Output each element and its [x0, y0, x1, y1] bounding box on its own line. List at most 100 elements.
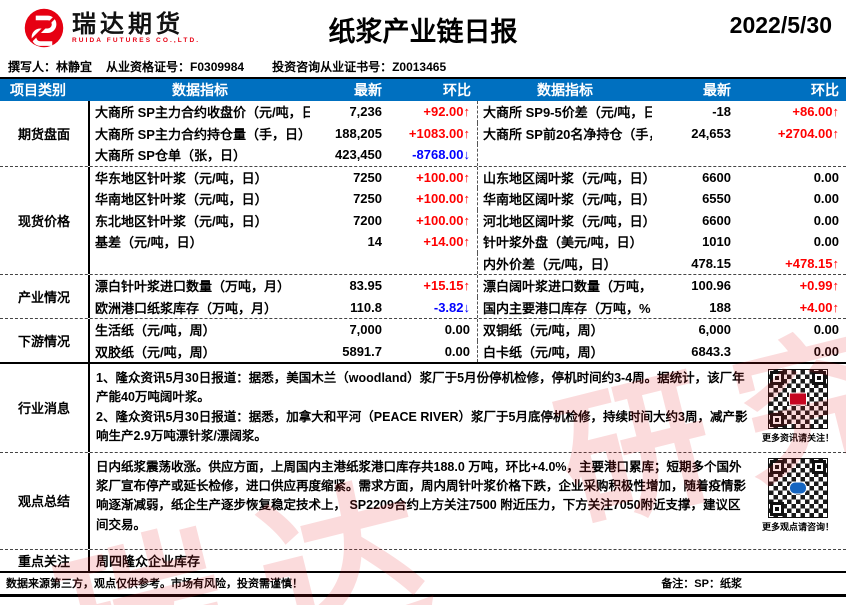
latest-value: 24,653 [691, 125, 731, 141]
page-title: 纸浆产业链日报 [328, 17, 518, 47]
chg-value: -8768.00↓ [394, 144, 478, 166]
table-header-row: 项目类别 数据指标 最新 环比 数据指标 最新 环比 [0, 79, 846, 101]
latest-value: 100.96 [691, 278, 731, 294]
author-line: 撰写人：林静宜 从业资格证号：F0309984 投资咨询从业证书号：Z0013465 [0, 58, 846, 77]
indicator-label: 白卡纸（元/吨，周） [483, 344, 604, 360]
section-viewpoint-summary: 观点总结 日内纸浆震荡收涨。供应方面，上周国内主港纸浆港口库存共188.0 万吨… [0, 451, 846, 549]
table-row: 东北地区针叶浆（元/吨，日） 7200 +100.00↑ 河北地区阔叶浆（元/吨，日）… [90, 209, 846, 231]
table-row: 华南地区针叶浆（元/吨，日） 7250 +100.00↑ 华南地区阔叶浆（元/吨，日）… [90, 188, 846, 210]
indicator-label: 大商所 SP前20名净持仓（手，日） [483, 126, 652, 142]
indicator-label: 国内主要港口库存（万吨，%，周） [483, 300, 652, 316]
section-category: 产业情况 [0, 275, 90, 318]
latest-value: -18 [712, 104, 731, 120]
col-header-indicator-right: 数据指标 [537, 82, 593, 98]
indicator-label: 内外价差（元/吨，日） [483, 256, 617, 272]
chg-value: +100.00↑ [394, 166, 478, 188]
qr-code-icon [768, 457, 828, 518]
latest-value: 5891.7 [342, 343, 382, 359]
chg-value: +2704.00↑ [777, 125, 839, 141]
chg-value: +478.15↑ [785, 255, 839, 271]
chg-value: +14.00↑ [394, 231, 478, 253]
chg-value: 0.00 [394, 319, 478, 341]
latest-value: 478.15 [691, 255, 731, 271]
indicator-label: 漂白阔叶浆进口数量（万吨，月） [483, 279, 652, 295]
col-header-latest-left: 最新 [354, 82, 382, 98]
latest-value: 423,450 [335, 147, 382, 163]
table-section: 现货价格 华东地区针叶浆（元/吨，日） 7250 +100.00↑ 山东地区阔叶浆（元/… [0, 165, 846, 274]
disclaimer-text: 数据来源第三方，观点仅供参考。市场有风险，投资需谨慎！ [6, 578, 303, 590]
latest-value: 6,000 [698, 322, 731, 338]
indicator-label: 华南地区阔叶浆（元/吨，日） [483, 192, 652, 208]
chg-value: 0.00 [813, 343, 839, 359]
latest-value: 188,205 [335, 125, 382, 141]
latest-value: 7,000 [349, 322, 382, 338]
table-section: 产业情况 漂白针叶浆进口数量（万吨，月） 83.95 +15.15↑ 漂白阔叶浆进口数量… [0, 274, 846, 318]
chg-value: 0.00 [813, 212, 839, 228]
latest-value: 6600 [702, 212, 731, 228]
brand-subtitle: RUIDA FUTURES CO.,LTD. [72, 37, 201, 45]
indicator-label: 大商所 SP仓单（张，日） [95, 148, 246, 164]
report-table: 项目类别 数据指标 最新 环比 数据指标 最新 环比 期货盘面 大商所 SP主力合… [0, 77, 846, 362]
data-sections: 期货盘面 大商所 SP主力合约收盘价（元/吨，日） 7,236 +92.00↑ 大商所 … [0, 101, 846, 362]
latest-value: 7250 [353, 191, 382, 207]
table-row: 大商所 SP仓单（张，日） 423,450 -8768.00↓ [90, 144, 846, 166]
latest-value: 110.8 [350, 299, 382, 315]
footer: 数据来源第三方，观点仅供参考。市场有风险，投资需谨慎！ 备注：SP：纸浆 [0, 573, 846, 597]
section-category: 现货价格 [0, 166, 90, 274]
brand-name: 瑞达期货 [72, 10, 184, 38]
section-key-focus: 重点关注 周四隆众企业库存 [0, 548, 846, 573]
indicator-label: 双铜纸（元/吨，周） [483, 323, 604, 339]
chg-value: +86.00↑ [792, 104, 839, 120]
indicator-label: 华东地区针叶浆（元/吨，日） [95, 170, 268, 186]
footnote-text: 备注：SP：纸浆 [661, 578, 742, 590]
latest-value: 83.95 [349, 278, 382, 294]
chg-value: 0.00 [394, 340, 478, 362]
table-row: 大商所 SP主力合约持仓量（手，日） 188,205 +1083.00↑ 大商所 SP… [90, 122, 846, 144]
author-name: 撰写人：林静宜 [8, 60, 93, 74]
author-cert2: 投资咨询从业证书号：Z0013465 [272, 60, 447, 74]
qr-center-badge [789, 392, 807, 406]
news-paragraph-1: 1、隆众资讯5月30日报道：据悉，美国木兰（woodland）浆厂于5月份停机检… [96, 371, 745, 405]
col-header-chg-left: 环比 [443, 82, 471, 98]
chg-value: +4.00↑ [799, 299, 839, 315]
qr-center-badge [789, 481, 807, 494]
indicator-label: 大商所 SP主力合约收盘价（元/吨，日） [95, 105, 310, 121]
indicator-label: 漂白针叶浆进口数量（万吨，月） [95, 279, 291, 295]
indicator-label: 河北地区阔叶浆（元/吨，日） [483, 213, 652, 229]
table-row: 大商所 SP主力合约收盘价（元/吨，日） 7,236 +92.00↑ 大商所 SP9-… [90, 101, 846, 123]
table-row: 双胶纸（元/吨，周） 5891.7 0.00 白卡纸（元/吨，周） 6843.3 0.00 [90, 340, 846, 362]
table-row: 华东地区针叶浆（元/吨，日） 7250 +100.00↑ 山东地区阔叶浆（元/吨，日）… [90, 166, 846, 188]
indicator-label: 大商所 SP主力合约持仓量（手，日） [95, 126, 310, 142]
chg-value: +92.00↑ [394, 101, 478, 123]
col-header-latest-right: 最新 [703, 82, 731, 98]
latest-value: 7250 [353, 169, 382, 185]
chg-value: +100.00↑ [394, 209, 478, 231]
chg-value: +15.15↑ [394, 275, 478, 297]
latest-value: 188 [709, 299, 731, 315]
chg-value [394, 252, 478, 274]
summary-paragraph: 日内纸浆震荡收涨。供应方面，上周国内主港纸浆港口库存共188.0 万吨，环比+4… [96, 459, 747, 532]
col-header-indicator-left: 数据指标 [172, 82, 228, 98]
chg-value: +0.99↑ [799, 278, 839, 294]
author-cert1: 从业资格证号：F0309984 [106, 60, 245, 74]
table-row: 漂白针叶浆进口数量（万吨，月） 83.95 +15.15↑ 漂白阔叶浆进口数量（万吨，… [90, 275, 846, 297]
indicator-label: 华南地区针叶浆（元/吨，日） [95, 192, 268, 208]
section-category: 观点总结 [0, 452, 90, 549]
table-row: 欧洲港口纸浆库存（万吨，月） 110.8 -3.82↓ 国内主要港口库存（万吨，%，周… [90, 296, 846, 318]
latest-value: 1010 [702, 234, 731, 250]
latest-value: 6600 [702, 169, 731, 185]
news-qr-block: 更多资讯请关注！ [758, 369, 838, 444]
section-category: 下游情况 [0, 319, 90, 362]
report-date: 2022/5/30 [729, 12, 832, 38]
chg-value: 0.00 [813, 234, 839, 250]
col-header-category: 项目类别 [10, 82, 66, 98]
indicator-label: 山东地区阔叶浆（元/吨，日） [483, 170, 652, 186]
table-row: 生活纸（元/吨，周） 7,000 0.00 双铜纸（元/吨，周） 6,000 0.00 [90, 319, 846, 341]
latest-value: 7,236 [349, 104, 382, 120]
section-category: 行业消息 [0, 364, 90, 452]
latest-value: 6550 [702, 191, 731, 207]
indicator-label: 欧洲港口纸浆库存（万吨，月） [95, 300, 278, 316]
qr-caption: 更多资讯请关注！ [761, 433, 834, 443]
indicator-label: 大商所 SP9-5价差（元/吨，日） [483, 105, 652, 121]
